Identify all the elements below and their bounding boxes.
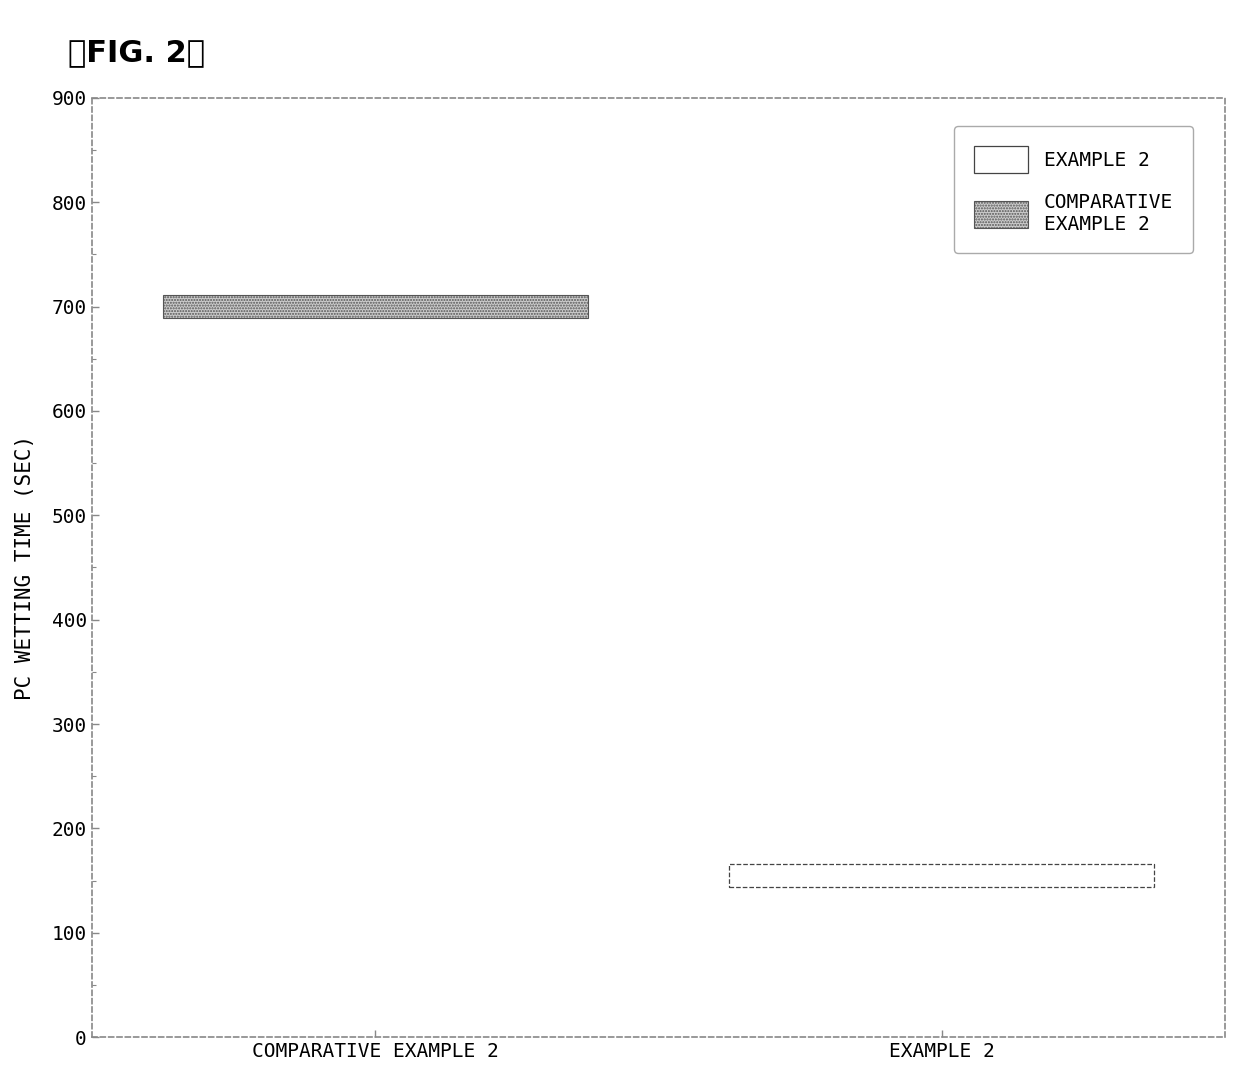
Y-axis label: PC WETTING TIME (SEC): PC WETTING TIME (SEC) [15,435,35,700]
Legend: EXAMPLE 2, COMPARATIVE
EXAMPLE 2: EXAMPLE 2, COMPARATIVE EXAMPLE 2 [955,126,1193,253]
Text: 【FIG. 2】: 【FIG. 2】 [68,38,205,67]
Bar [162,295,588,318]
Bar [729,864,1154,887]
